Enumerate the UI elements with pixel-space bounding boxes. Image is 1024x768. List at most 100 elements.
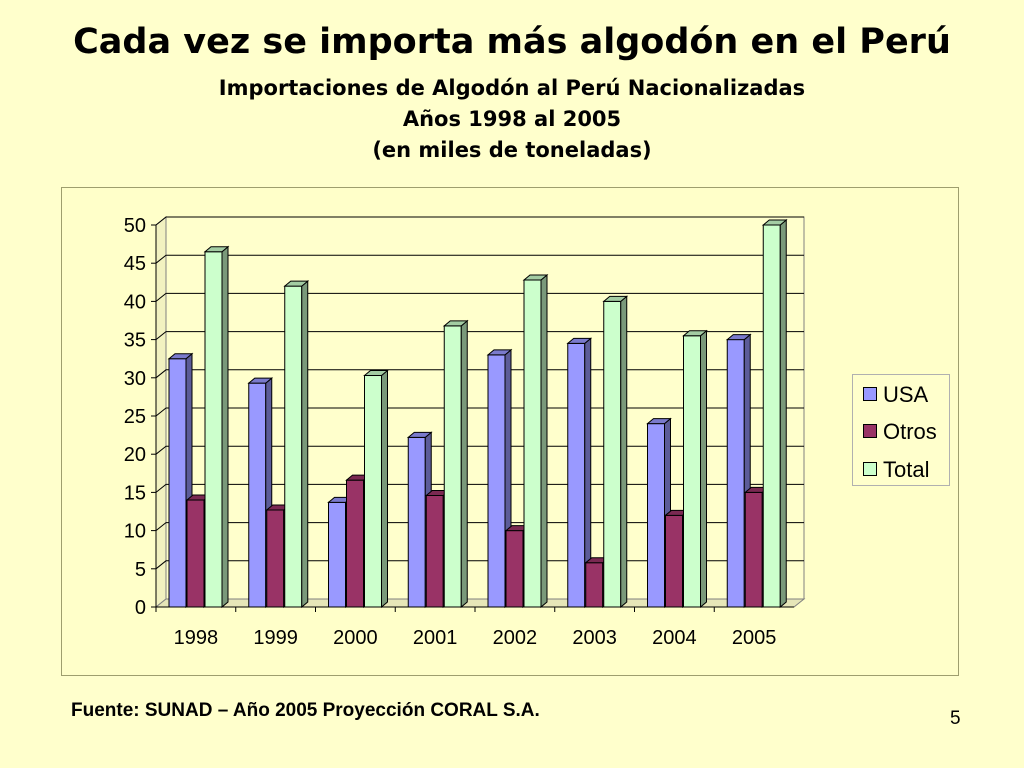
bar-top [486, 349, 513, 356]
bar-top [442, 320, 469, 327]
gridline [155, 522, 804, 531]
bar-top [522, 274, 549, 281]
bar-total-2004 [682, 329, 708, 609]
bar-front [647, 423, 665, 608]
legend-item-total: Total [863, 457, 929, 483]
bar-total-2005 [761, 218, 788, 609]
x-tick-label: 2003 [572, 627, 617, 649]
gridline [155, 445, 804, 455]
x-tick-label: 2001 [413, 627, 458, 649]
bar-side [779, 218, 787, 609]
bar-side [301, 280, 309, 609]
legend-item-otros: Otros [863, 419, 937, 445]
y-tick-label: 35 [124, 330, 146, 352]
bar-side [700, 329, 707, 609]
bar-side [540, 273, 548, 609]
bar-usa-2005 [725, 333, 752, 609]
bar-front [425, 494, 444, 608]
page-number: 5 [950, 708, 961, 729]
gridline [155, 407, 804, 417]
bar-side [620, 295, 628, 609]
bar-total-2003 [602, 295, 629, 609]
bar-side [381, 369, 388, 609]
legend-label-usa: USA [883, 382, 929, 407]
gridline [155, 331, 804, 340]
bar-top [247, 377, 274, 384]
bar-top [566, 337, 593, 344]
bar-front [284, 285, 303, 608]
bar-top [682, 330, 708, 337]
bar-front [443, 325, 462, 608]
bar-top [725, 334, 752, 341]
bar-front [248, 382, 267, 608]
slide-title: Cada vez se importa más algodón en el Pe… [73, 22, 951, 62]
bar-total-2002 [522, 273, 549, 609]
bar-front [762, 224, 781, 608]
bar-front [603, 300, 622, 608]
bar-top [203, 246, 230, 253]
bar-front [168, 358, 187, 608]
subtitle-block: Importaciones de Algodón al Perú Naciona… [0, 73, 1024, 166]
bar-front [665, 514, 683, 608]
bar-top [167, 353, 194, 360]
bar-side [221, 245, 229, 609]
bar-top [761, 219, 788, 226]
bar-usa-2003 [566, 337, 593, 609]
bar-top [283, 280, 310, 287]
x-tick-label: 1999 [253, 627, 298, 649]
subtitle-line-3: (en miles de toneladas) [372, 138, 652, 162]
chart-legend: USA Otros Total [852, 374, 950, 486]
x-tick-label: 2000 [333, 627, 378, 649]
gridline [155, 369, 804, 379]
bar-front [585, 562, 604, 608]
bar-total-1999 [283, 280, 310, 609]
bar-front [487, 354, 506, 608]
y-tick-label: 5 [135, 559, 146, 581]
legend-swatch-otros [863, 424, 877, 438]
legend-item-usa: USA [863, 382, 928, 408]
bar-front [744, 491, 763, 608]
x-tick-label: 1998 [174, 627, 219, 649]
gridline [155, 254, 804, 264]
bar-total-1998 [203, 245, 230, 609]
bar-front [364, 375, 382, 608]
bar-top [363, 370, 389, 377]
bar-total-2000 [363, 369, 389, 609]
bar-top [406, 431, 433, 438]
bar-front [567, 342, 586, 608]
bar-front [726, 339, 745, 608]
legend-label-otros: Otros [883, 419, 937, 444]
gridline [155, 483, 804, 493]
bar-top [602, 295, 629, 302]
bar-front [346, 479, 364, 608]
gridline [155, 292, 804, 302]
bar-front [204, 251, 223, 608]
y-tick-label: 25 [124, 406, 146, 428]
legend-label-total: Total [883, 457, 930, 482]
y-tick-label: 30 [124, 368, 146, 390]
legend-swatch-total [863, 462, 877, 476]
bar-front [266, 509, 285, 608]
x-tick-label: 2002 [493, 627, 538, 649]
x-tick-label: 2005 [732, 627, 777, 649]
subtitle-line-2: Años 1998 al 2005 [402, 107, 622, 131]
bar-front [328, 501, 346, 608]
x-tick-label: 2004 [652, 627, 697, 649]
bar-total-2001 [442, 319, 469, 609]
bar-front [505, 530, 524, 608]
y-tick-label: 15 [124, 482, 146, 504]
y-tick-label: 40 [124, 291, 146, 313]
bar-front [523, 279, 542, 608]
bar-front [407, 436, 426, 608]
bar-front [186, 499, 205, 608]
y-tick-label: 10 [124, 521, 146, 543]
subtitle-line-1: Importaciones de Algodón al Perú Naciona… [218, 76, 806, 100]
gridline [155, 216, 804, 226]
bar-side [460, 319, 468, 609]
legend-swatch-usa [863, 387, 877, 401]
y-tick-label: 0 [135, 597, 146, 619]
bar-front [683, 335, 701, 608]
y-tick-label: 20 [124, 444, 146, 466]
y-tick-label: 50 [124, 215, 146, 237]
